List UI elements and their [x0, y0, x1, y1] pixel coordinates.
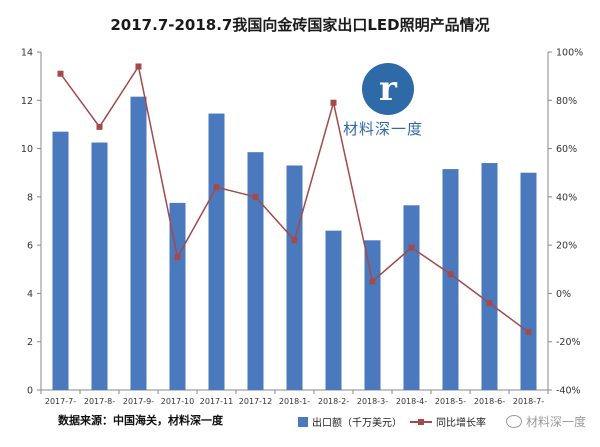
x-tick-label: 2018-2- [318, 397, 349, 406]
y-right-tick-label: -20% [556, 337, 581, 348]
y-right-tick-label: 60% [556, 144, 577, 155]
y-left-tick-label: 4 [27, 289, 33, 300]
legend-label-line: 同比增长率 [436, 418, 486, 429]
legend-bar-swatch-icon [298, 416, 308, 427]
x-tick-label: 2018-3- [357, 397, 388, 406]
chart-title: 2017.7-2018.7我国向金砖国家出口LED照明产品情况 [110, 16, 490, 34]
x-tick-label: 2017-9- [123, 397, 154, 406]
y-left-tick-label: 0 [27, 386, 33, 397]
y-right-tick-label: 40% [556, 192, 577, 203]
bar [247, 152, 264, 390]
x-tick-label: 2017-8- [84, 397, 115, 406]
bar [442, 169, 459, 390]
y-right-tick-label: -40% [556, 386, 581, 397]
bar [52, 131, 69, 390]
growth-point [330, 99, 337, 106]
y-left-tick-label: 10 [21, 144, 33, 155]
x-tick-label: 2017-12 [239, 397, 272, 406]
x-tick-label: 2018-1- [279, 397, 310, 406]
growth-point [96, 123, 103, 130]
bar [208, 113, 225, 391]
growth-point [252, 193, 259, 200]
bar [403, 205, 420, 390]
bar [286, 165, 303, 390]
bar [91, 142, 108, 390]
legend-line-swatch-icon [410, 417, 432, 427]
x-tick-label: 2017-10 [161, 397, 194, 406]
bar [364, 240, 381, 390]
y-right-tick-label: 20% [556, 241, 577, 252]
x-tick-label: 2018-5- [435, 397, 466, 406]
wechat-icon [505, 415, 522, 428]
legend-item-line: 同比增长率 [410, 414, 486, 429]
growth-point [447, 271, 454, 278]
watermark-text: 材料深一度 [525, 415, 586, 429]
growth-point [291, 237, 298, 244]
x-tick-label: 2018-7- [513, 397, 544, 406]
y-right-tick-label: 0% [556, 289, 571, 300]
legend-label-bar: 出口额（千万美元） [312, 418, 402, 429]
x-tick-label: 2018-4- [396, 397, 427, 406]
y-left-tick-label: 8 [27, 192, 33, 203]
y-right-tick-label: 100% [556, 48, 583, 59]
bar [130, 96, 147, 391]
x-tick-label: 2018-6- [474, 397, 505, 406]
bar [481, 163, 498, 390]
y-right-tick-label: 80% [556, 96, 577, 107]
growth-point [486, 300, 493, 307]
bar [325, 230, 342, 390]
y-left-tick-label: 6 [27, 241, 33, 252]
growth-point [369, 278, 376, 285]
growth-point [135, 63, 142, 70]
logo-icon: r [362, 63, 414, 115]
bar [520, 172, 537, 390]
growth-point [174, 254, 181, 261]
y-left-tick-label: 14 [21, 48, 33, 59]
growth-point [57, 70, 64, 77]
y-left-tick-label: 12 [21, 96, 33, 107]
growth-point [213, 184, 220, 191]
logo-text: 材料深一度 [343, 120, 424, 138]
watermark: 材料深一度 [505, 413, 586, 430]
x-tick-label: 2017-7- [45, 397, 76, 406]
growth-point [408, 244, 415, 251]
x-tick-label: 2017-11 [200, 397, 233, 406]
legend-item-bar: 出口额（千万美元） [298, 414, 402, 429]
growth-point [525, 329, 532, 336]
source-note: 数据来源：中国海关，材料深一度 [58, 414, 223, 427]
y-left-tick-label: 2 [27, 337, 33, 348]
